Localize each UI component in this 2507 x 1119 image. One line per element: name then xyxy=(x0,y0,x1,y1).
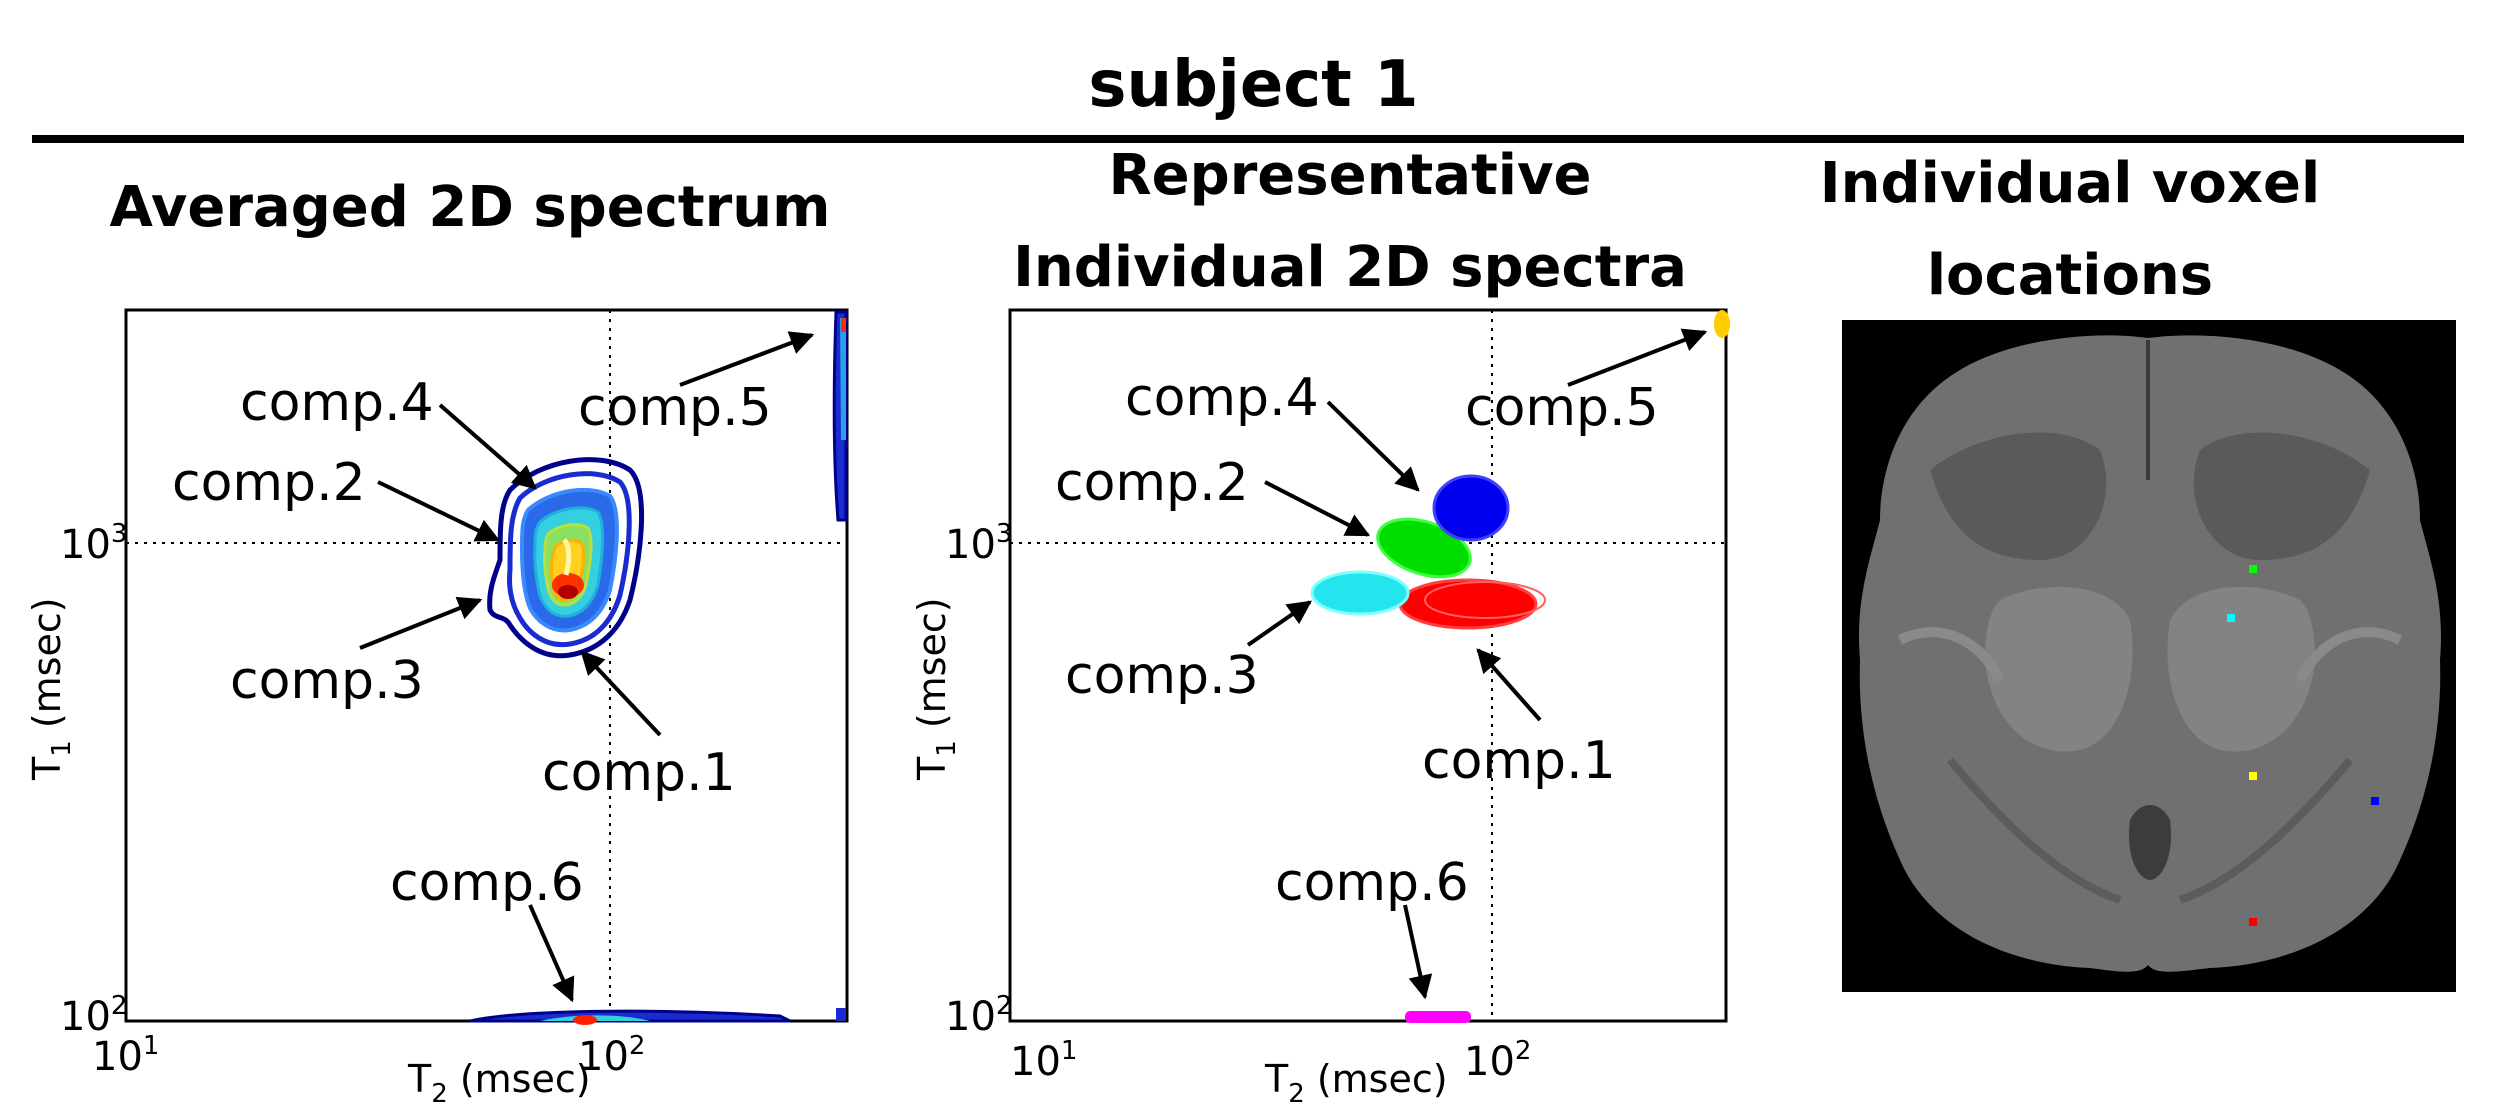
plot-1-label-comp5: comp.5 xyxy=(578,378,772,438)
plot-2-xtick-1: 101 xyxy=(1010,1036,1077,1085)
plot-2-xlabel: T2 (msec) xyxy=(1264,1057,1448,1109)
plot-2-comp6-blob xyxy=(1405,1011,1471,1023)
plot-2-label-comp4: comp.4 xyxy=(1125,368,1319,428)
plot-1-label-comp1: comp.1 xyxy=(542,743,736,803)
plot-1-contour-comp6 xyxy=(469,1008,846,1025)
panel-1-title: Averaged 2D spectrum xyxy=(109,175,831,240)
plot-1-xlabel: T2 (msec) xyxy=(407,1057,591,1109)
plot-2-comp4-blob xyxy=(1432,474,1510,542)
voxel-marker-red xyxy=(2249,918,2257,926)
plot-2-label-comp6: comp.6 xyxy=(1275,853,1469,913)
plot-1-arrows xyxy=(359,331,815,1003)
plot-2-comp5-blob xyxy=(1714,310,1730,338)
plot-1-ylabel: T1 (msec) xyxy=(25,597,77,781)
plot-2-label-comp3: comp.3 xyxy=(1065,646,1259,706)
plot-2-label-comp1: comp.1 xyxy=(1422,731,1616,791)
plot-1-contour-main xyxy=(487,457,645,659)
voxel-marker-cyan xyxy=(2227,614,2235,622)
title-divider xyxy=(32,135,2464,143)
plot-2-ylabel: T1 (msec) xyxy=(910,597,962,781)
plot-2-comp1-blob xyxy=(1398,578,1546,630)
plot-1-xtick-2: 102 xyxy=(578,1031,645,1080)
plot-2-comp3-blob xyxy=(1310,570,1410,616)
figure-title: subject 1 xyxy=(1088,48,1419,122)
plot-2-xtick-2: 102 xyxy=(1464,1036,1531,1085)
plot-2-label-comp5: comp.5 xyxy=(1465,378,1659,438)
plot-2-label-comp2: comp.2 xyxy=(1055,453,1249,513)
plot-1-label-comp4: comp.4 xyxy=(240,373,434,433)
plot-1-label-comp6: comp.6 xyxy=(390,853,584,913)
plot-1-label-comp2: comp.2 xyxy=(172,453,366,513)
brain-slice xyxy=(1859,335,2441,972)
voxel-marker-yellow xyxy=(2249,772,2257,780)
panel-3-title-line1: Individual voxel xyxy=(1819,151,2321,216)
panel-2-title-line1: Representative xyxy=(1108,143,1592,208)
plot-1-contour-comp5 xyxy=(832,310,848,522)
voxel-marker-blue xyxy=(2371,797,2379,805)
panel-3-title-line2: locations xyxy=(1926,243,2214,308)
plot-2-arrows xyxy=(1246,328,1708,1000)
panel-2-title-line2: Individual 2D spectra xyxy=(1013,235,1687,300)
plot-1-label-comp3: comp.3 xyxy=(230,651,424,711)
plot-2-ytick-2: 103 xyxy=(945,519,1012,568)
plot-2-ytick-1: 102 xyxy=(945,991,1012,1040)
plot-1-xtick-1: 101 xyxy=(92,1031,159,1080)
plot-1-ytick-2: 103 xyxy=(60,519,127,568)
plot-2-frame xyxy=(1008,308,1728,1023)
voxel-marker-green xyxy=(2249,565,2257,573)
plot-1-ytick-1: 102 xyxy=(60,991,127,1040)
